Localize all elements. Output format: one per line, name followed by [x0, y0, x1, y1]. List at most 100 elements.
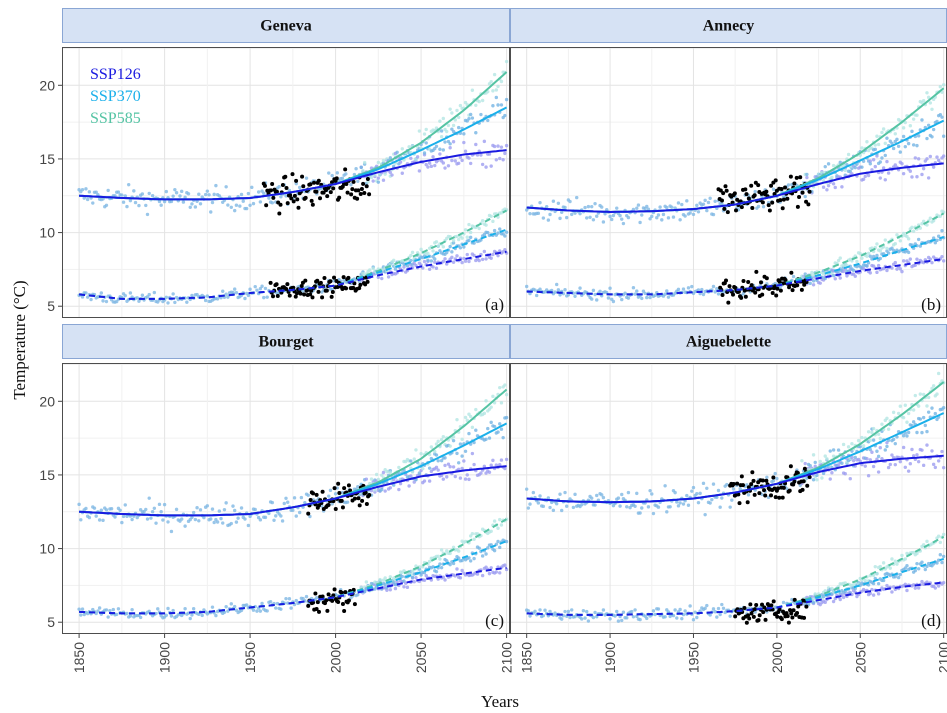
sim-point [756, 204, 761, 209]
observed-point [351, 179, 356, 184]
sim-point [678, 218, 682, 222]
sim-point [405, 585, 410, 590]
sim-point [503, 383, 507, 387]
observed-point [785, 196, 790, 201]
observed-point [720, 293, 725, 298]
sim-point [424, 141, 428, 145]
sim-point [615, 206, 619, 210]
sim-point [680, 202, 684, 207]
sim-point [938, 85, 943, 89]
panel-title: Annecy [703, 18, 755, 35]
sim-point [484, 552, 488, 556]
sim-point [166, 301, 170, 305]
sim-point [496, 253, 500, 258]
sim-point [710, 497, 714, 502]
sim-point [457, 237, 461, 242]
sim-point [601, 608, 606, 612]
sim-point [238, 204, 242, 208]
sim-point [868, 162, 872, 166]
observed-point [795, 470, 800, 475]
sim-point [921, 166, 926, 171]
sim-point [636, 203, 641, 207]
sim-point [482, 411, 487, 416]
sim-point [870, 168, 874, 172]
sim-point [457, 125, 461, 130]
sim-point [560, 508, 564, 513]
sim-point [916, 134, 921, 138]
observed-point [739, 474, 744, 479]
observed-point [262, 183, 267, 188]
sim-point [583, 616, 587, 620]
sim-point [885, 444, 889, 449]
sim-point [246, 293, 251, 298]
sim-point [678, 607, 682, 612]
sim-point [450, 158, 454, 163]
observed-point [312, 180, 317, 185]
sim-point [558, 216, 562, 221]
sim-point [244, 603, 249, 607]
sim-point [526, 506, 531, 510]
sim-point [665, 289, 669, 293]
sim-point [465, 235, 469, 239]
sim-point [445, 549, 449, 553]
sim-point [926, 410, 931, 414]
x-tick-label: 2100 [499, 642, 515, 673]
sim-point [715, 287, 719, 291]
sim-point [621, 610, 626, 614]
sim-point [362, 589, 367, 594]
observed-point [769, 493, 774, 498]
sim-point [715, 495, 719, 499]
observed-point [280, 183, 285, 188]
sim-point [915, 257, 919, 261]
panels-layer: Geneva(a)5101520Annecy(b)Bourget(c)51015… [39, 8, 947, 673]
sim-point [244, 206, 249, 211]
sim-point [928, 154, 933, 159]
sim-point [462, 256, 466, 261]
sim-point [474, 131, 478, 135]
sim-point [467, 431, 471, 436]
sim-point [115, 299, 119, 304]
sim-point [479, 112, 483, 117]
sim-point [214, 613, 218, 618]
sim-point [455, 567, 459, 571]
observed-point [334, 176, 339, 181]
sim-point [164, 613, 169, 617]
sim-point [811, 279, 816, 283]
observed-point [268, 188, 273, 193]
sim-point [446, 164, 451, 168]
sim-point [615, 609, 619, 614]
observed-point [337, 491, 342, 496]
sim-point [531, 490, 536, 495]
observed-point [802, 615, 807, 620]
sim-point [504, 59, 509, 64]
observed-point [725, 210, 730, 215]
sim-point [393, 586, 398, 591]
sim-point [210, 200, 215, 205]
sim-point [120, 520, 124, 525]
sim-point [861, 159, 866, 164]
sim-point [573, 294, 577, 299]
observed-point [756, 618, 761, 623]
sim-point [846, 445, 851, 449]
sim-point [482, 464, 487, 469]
sim-point [451, 123, 456, 128]
observed-point [807, 474, 812, 479]
sim-point [656, 607, 661, 611]
sim-point [468, 235, 473, 240]
sim-point [913, 156, 918, 160]
sim-point [670, 205, 674, 209]
sim-point [294, 514, 298, 518]
sim-point [494, 570, 499, 574]
sim-point [255, 288, 259, 292]
observed-point [743, 187, 748, 192]
sim-point [716, 488, 721, 493]
sim-point [138, 615, 143, 620]
sim-point [840, 185, 844, 189]
observed-point [321, 190, 326, 195]
sim-point [260, 284, 264, 288]
observed-point [318, 280, 323, 285]
observed-point [331, 593, 336, 598]
observed-point [310, 295, 315, 300]
sim-point [903, 120, 908, 125]
sim-point [643, 291, 647, 296]
